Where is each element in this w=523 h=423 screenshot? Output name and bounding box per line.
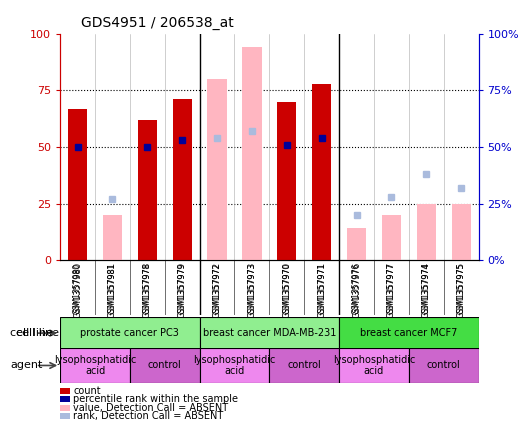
Text: GDS4951 / 206538_at: GDS4951 / 206538_at <box>81 16 234 30</box>
Text: lysophosphatidic
acid: lysophosphatidic acid <box>194 354 276 376</box>
Text: value, Detection Call = ABSENT: value, Detection Call = ABSENT <box>73 403 229 413</box>
Bar <box>347 228 366 260</box>
Text: GSM1357978: GSM1357978 <box>143 263 152 314</box>
Text: control: control <box>427 360 461 371</box>
Text: GSM1357973: GSM1357973 <box>247 263 256 314</box>
Text: count: count <box>73 386 101 396</box>
Bar <box>312 84 331 260</box>
Bar <box>382 215 401 260</box>
Text: GSM1357977: GSM1357977 <box>387 263 396 314</box>
Text: cell line: cell line <box>10 328 53 338</box>
Bar <box>269 348 339 383</box>
Text: GSM1357976: GSM1357976 <box>352 263 361 314</box>
Text: control: control <box>287 360 321 371</box>
Text: breast cancer MCF7: breast cancer MCF7 <box>360 328 458 338</box>
Bar <box>200 317 339 349</box>
Bar <box>409 348 479 383</box>
Bar <box>417 203 436 260</box>
Text: prostate cancer PC3: prostate cancer PC3 <box>81 328 179 338</box>
Text: cell line: cell line <box>16 328 60 338</box>
Bar <box>200 348 269 383</box>
Bar <box>60 348 130 383</box>
Text: control: control <box>148 360 181 371</box>
Text: lysophosphatidic
acid: lysophosphatidic acid <box>54 354 136 376</box>
Text: breast cancer MDA-MB-231: breast cancer MDA-MB-231 <box>202 328 336 338</box>
Bar <box>103 215 122 260</box>
Text: rank, Detection Call = ABSENT: rank, Detection Call = ABSENT <box>73 411 223 421</box>
Bar <box>130 348 200 383</box>
Bar <box>68 109 87 260</box>
Text: agent: agent <box>10 360 43 371</box>
Bar <box>339 348 409 383</box>
Text: GSM1357974: GSM1357974 <box>422 263 431 314</box>
Text: GSM1357975: GSM1357975 <box>457 263 465 314</box>
Bar <box>339 317 479 349</box>
Bar <box>208 79 226 260</box>
Text: percentile rank within the sample: percentile rank within the sample <box>73 394 238 404</box>
Text: GSM1357979: GSM1357979 <box>178 263 187 314</box>
Bar <box>138 120 157 260</box>
Bar <box>60 317 200 349</box>
Bar <box>173 99 192 260</box>
Bar <box>451 203 471 260</box>
Bar <box>242 47 262 260</box>
Text: GSM1357972: GSM1357972 <box>212 263 222 314</box>
Text: GSM1357971: GSM1357971 <box>317 263 326 314</box>
Text: GSM1357970: GSM1357970 <box>282 263 291 314</box>
Text: GSM1357981: GSM1357981 <box>108 263 117 314</box>
Text: GSM1357980: GSM1357980 <box>73 263 82 314</box>
Text: lysophosphatidic
acid: lysophosphatidic acid <box>333 354 415 376</box>
Bar <box>277 102 297 260</box>
